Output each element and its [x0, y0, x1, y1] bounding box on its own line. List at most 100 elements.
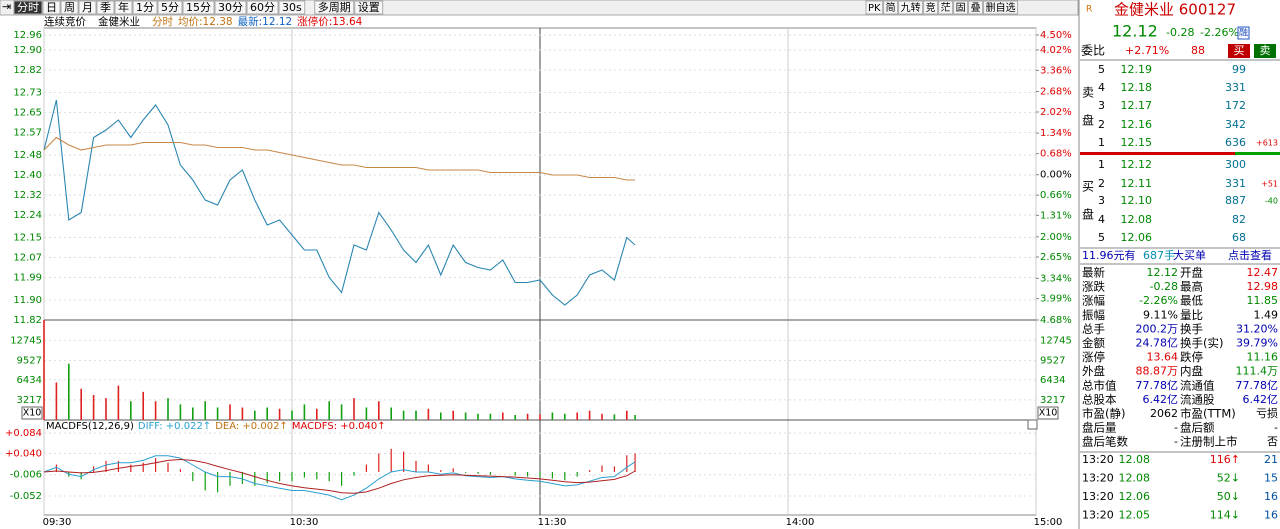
toolbar-tab[interactable]: 30分 — [218, 1, 243, 14]
tool-box[interactable] — [938, 0, 954, 15]
big-order[interactable]: 点击查看 — [1228, 248, 1272, 262]
y-tick-label: 12.82 — [13, 65, 42, 76]
y-tick-label: 12.24 — [13, 210, 42, 221]
volume-bar — [303, 404, 306, 420]
toolbar-tab[interactable]: 多周期 — [318, 0, 351, 14]
y-tick-label: 11.82 — [13, 315, 42, 326]
volume-bar — [489, 413, 492, 420]
toolbar-tab[interactable]: 月 — [82, 1, 93, 14]
toolbar-tab[interactable]: 周 — [64, 1, 75, 14]
stat-value: 1.49 — [1254, 308, 1279, 321]
tool-box[interactable] — [865, 0, 884, 15]
book-level: 5 — [1098, 63, 1105, 76]
stat-label: 总市值 — [1082, 378, 1117, 392]
volume-bar — [626, 410, 628, 420]
macd-bar — [634, 453, 636, 472]
macd-bar — [527, 471, 529, 477]
toolbar-tool[interactable]: 九转 — [901, 1, 921, 14]
buy-button-text[interactable]: 买 — [1234, 44, 1245, 57]
tab-box[interactable] — [278, 0, 306, 15]
unit-label-right-box — [1037, 406, 1059, 420]
tab-box[interactable] — [182, 0, 215, 15]
toolbar-tool[interactable]: 叠 — [971, 2, 981, 14]
tab-box[interactable] — [157, 0, 183, 15]
trade-count: 16 — [1264, 509, 1278, 522]
close-box[interactable] — [1027, 419, 1038, 430]
tool-box[interactable] — [983, 0, 1019, 15]
toolbar-tool[interactable]: 竞 — [926, 1, 936, 14]
volume-bar — [130, 401, 132, 420]
toolbar-tab[interactable]: 日 — [46, 1, 57, 14]
tool-box[interactable] — [953, 0, 969, 15]
book-price: 12.19 — [1121, 63, 1153, 76]
toolbar-tab[interactable]: 30s — [282, 1, 302, 14]
stat-value: 111.4万 — [1236, 365, 1279, 378]
stat-label: 量比 — [1180, 308, 1203, 322]
stat-value: 2062 — [1150, 407, 1178, 420]
toolbar-tab[interactable]: 15分 — [186, 1, 211, 14]
toolbar-tool[interactable]: 简 — [886, 1, 896, 14]
sell-button[interactable] — [1254, 44, 1276, 58]
buy-button[interactable] — [1228, 44, 1250, 58]
tab-box[interactable] — [354, 0, 384, 15]
y2-tick-label: 3.34% — [1040, 273, 1072, 284]
tab-box[interactable] — [132, 0, 158, 15]
tab-box[interactable] — [314, 0, 355, 15]
toolbar-tab[interactable]: 1分 — [136, 1, 154, 14]
book-delta: -40 — [1265, 197, 1278, 206]
stat-value: 否 — [1267, 435, 1278, 448]
tab-box[interactable] — [96, 0, 115, 15]
tab-box[interactable] — [246, 0, 279, 15]
y-tick-label: 12.32 — [13, 190, 42, 201]
toolbar-tab[interactable]: 60分 — [250, 1, 275, 14]
tab-box[interactable] — [78, 0, 97, 15]
unit-label-box — [21, 406, 43, 420]
spread-bar-green — [1235, 152, 1280, 155]
book-volume: 331 — [1225, 81, 1246, 94]
tool-box[interactable] — [883, 0, 899, 15]
volume-bar — [154, 401, 157, 420]
y-tick-label: 12.07 — [13, 253, 42, 264]
toolbar-tool[interactable]: 固 — [956, 2, 966, 14]
tab-box[interactable] — [42, 0, 61, 15]
last-price: 12.12 — [1112, 22, 1158, 41]
y2-tick-label: 0.68% — [1040, 149, 1072, 160]
toolbar-tool[interactable]: 删自选 — [986, 1, 1016, 14]
trade-count: 21 — [1264, 453, 1278, 466]
stat-label: 换手(实) — [1180, 336, 1223, 350]
macd-bar — [328, 471, 330, 482]
tool-box[interactable] — [898, 0, 924, 15]
y-tick-label-right: 12745 — [1040, 335, 1072, 346]
toolbar-tab[interactable]: 季 — [100, 1, 111, 14]
diff-line — [43, 455, 636, 501]
trade-time: 13:20 — [1082, 453, 1114, 466]
stat-value: - — [1174, 421, 1178, 434]
tab-box[interactable] — [214, 0, 247, 15]
info-avg: 均价:12.38 — [178, 16, 233, 28]
macd-bar — [117, 460, 119, 472]
volume-bar — [365, 407, 368, 420]
tab-box[interactable] — [114, 0, 133, 15]
tab-box[interactable] — [60, 0, 79, 15]
toolbar-tool[interactable]: 茫 — [941, 1, 951, 14]
toolbar-tab[interactable]: 5分 — [161, 1, 179, 14]
toolbar-tool[interactable]: PK — [868, 3, 881, 14]
book-level: 4 — [1098, 213, 1105, 226]
volume-bar — [576, 412, 578, 420]
trade-count: 16 — [1264, 490, 1278, 503]
sell-button-text[interactable]: 卖 — [1260, 44, 1271, 57]
tab-box[interactable] — [13, 0, 43, 15]
y-tick-label: +0.084 — [5, 428, 42, 439]
y2-tick-label: 3.99% — [1040, 294, 1072, 305]
toolbar-tab[interactable]: 年 — [118, 0, 129, 14]
tool-box[interactable] — [923, 0, 939, 15]
toolbar-tab[interactable]: 设置 — [358, 1, 380, 14]
macd-bar — [142, 462, 144, 472]
macd-bar — [465, 471, 467, 473]
toolbar-tab[interactable]: 分时 — [17, 1, 39, 14]
indicator-title: MACDFS(12,26,9) — [46, 421, 134, 432]
tool-box[interactable] — [968, 0, 984, 15]
macd-bar — [514, 471, 516, 476]
volume-bar — [378, 401, 380, 420]
